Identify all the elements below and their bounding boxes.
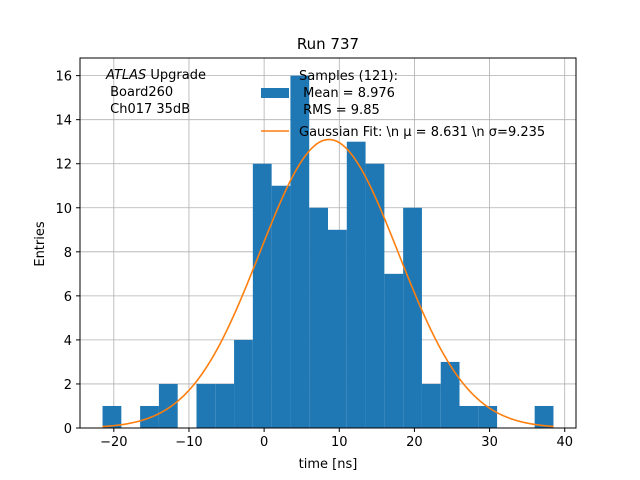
x-tick-label: 30 <box>481 435 498 450</box>
y-tick-label: 2 <box>64 378 72 393</box>
y-tick-label: 16 <box>55 70 72 85</box>
ticks-layer: −20 −10 0 10 20 30 40 0 2 4 6 8 10 12 14 16 <box>55 70 573 450</box>
histogram-bar <box>102 405 122 428</box>
x-axis-label: time [ns] <box>299 457 358 472</box>
fit-layer <box>102 138 554 428</box>
annotation-atlas: ATLAS <box>105 68 146 83</box>
annotation-upgrade: Upgrade <box>146 68 206 83</box>
plot-frame <box>79 57 577 429</box>
histogram-bar <box>440 361 460 428</box>
legend-samples-label: Samples (121): <box>299 69 398 84</box>
y-tick-label: 6 <box>64 290 72 305</box>
y-tick-label: 4 <box>64 334 72 349</box>
histogram-bar <box>534 405 554 428</box>
annotation-line-2: Board260 <box>106 85 173 100</box>
annotation-line-3: Ch017 35dB <box>106 102 190 117</box>
x-tick-label: 40 <box>556 435 573 450</box>
y-tick-label: 12 <box>55 158 72 173</box>
histogram-bar <box>309 207 328 428</box>
x-tick-label: 20 <box>406 435 423 450</box>
gaussian-fit-line <box>102 138 554 428</box>
x-tick-label: −20 <box>100 435 127 450</box>
histogram-bar <box>421 383 441 428</box>
histogram-bar <box>459 405 479 428</box>
x-tick-label: −10 <box>175 435 202 450</box>
histogram-bar <box>384 273 404 428</box>
legend: Samples (121): Mean = 8.976 RMS = 9.85 G… <box>261 69 545 140</box>
histogram-bar <box>346 141 366 428</box>
histogram-bar <box>478 405 498 428</box>
histogram-bar <box>403 207 422 428</box>
legend-mean-label: Mean = 8.976 <box>299 86 395 101</box>
histogram-bar <box>215 383 235 428</box>
y-tick-label: 0 <box>64 422 72 437</box>
histogram-bar <box>158 383 178 428</box>
y-tick-label: 8 <box>64 246 72 261</box>
atlas-annotation: ATLAS Upgrade Board260 Ch017 35dB <box>105 68 206 117</box>
histogram-bar <box>328 229 347 428</box>
y-tick-label: 10 <box>55 202 72 217</box>
x-tick-label: 10 <box>331 435 348 450</box>
annotation-line-1: ATLAS Upgrade <box>105 68 206 83</box>
histogram-bars <box>102 75 554 428</box>
legend-histogram-swatch <box>261 88 289 98</box>
histogram-bar <box>196 383 216 428</box>
legend-rms-label: RMS = 9.85 <box>299 103 380 118</box>
histogram-bar <box>234 339 253 428</box>
x-tick-label: 0 <box>260 435 268 450</box>
y-tick-label: 14 <box>55 114 72 129</box>
chart-title: Run 737 <box>297 35 359 53</box>
histogram-bar <box>252 163 272 428</box>
legend-fit-label: Gaussian Fit: \n μ = 8.631 \n σ=9.235 <box>299 125 545 140</box>
y-axis-label: Entries <box>33 221 48 267</box>
histogram-bar <box>290 75 310 428</box>
histogram-bar <box>365 163 385 428</box>
histogram-bar <box>271 185 291 428</box>
